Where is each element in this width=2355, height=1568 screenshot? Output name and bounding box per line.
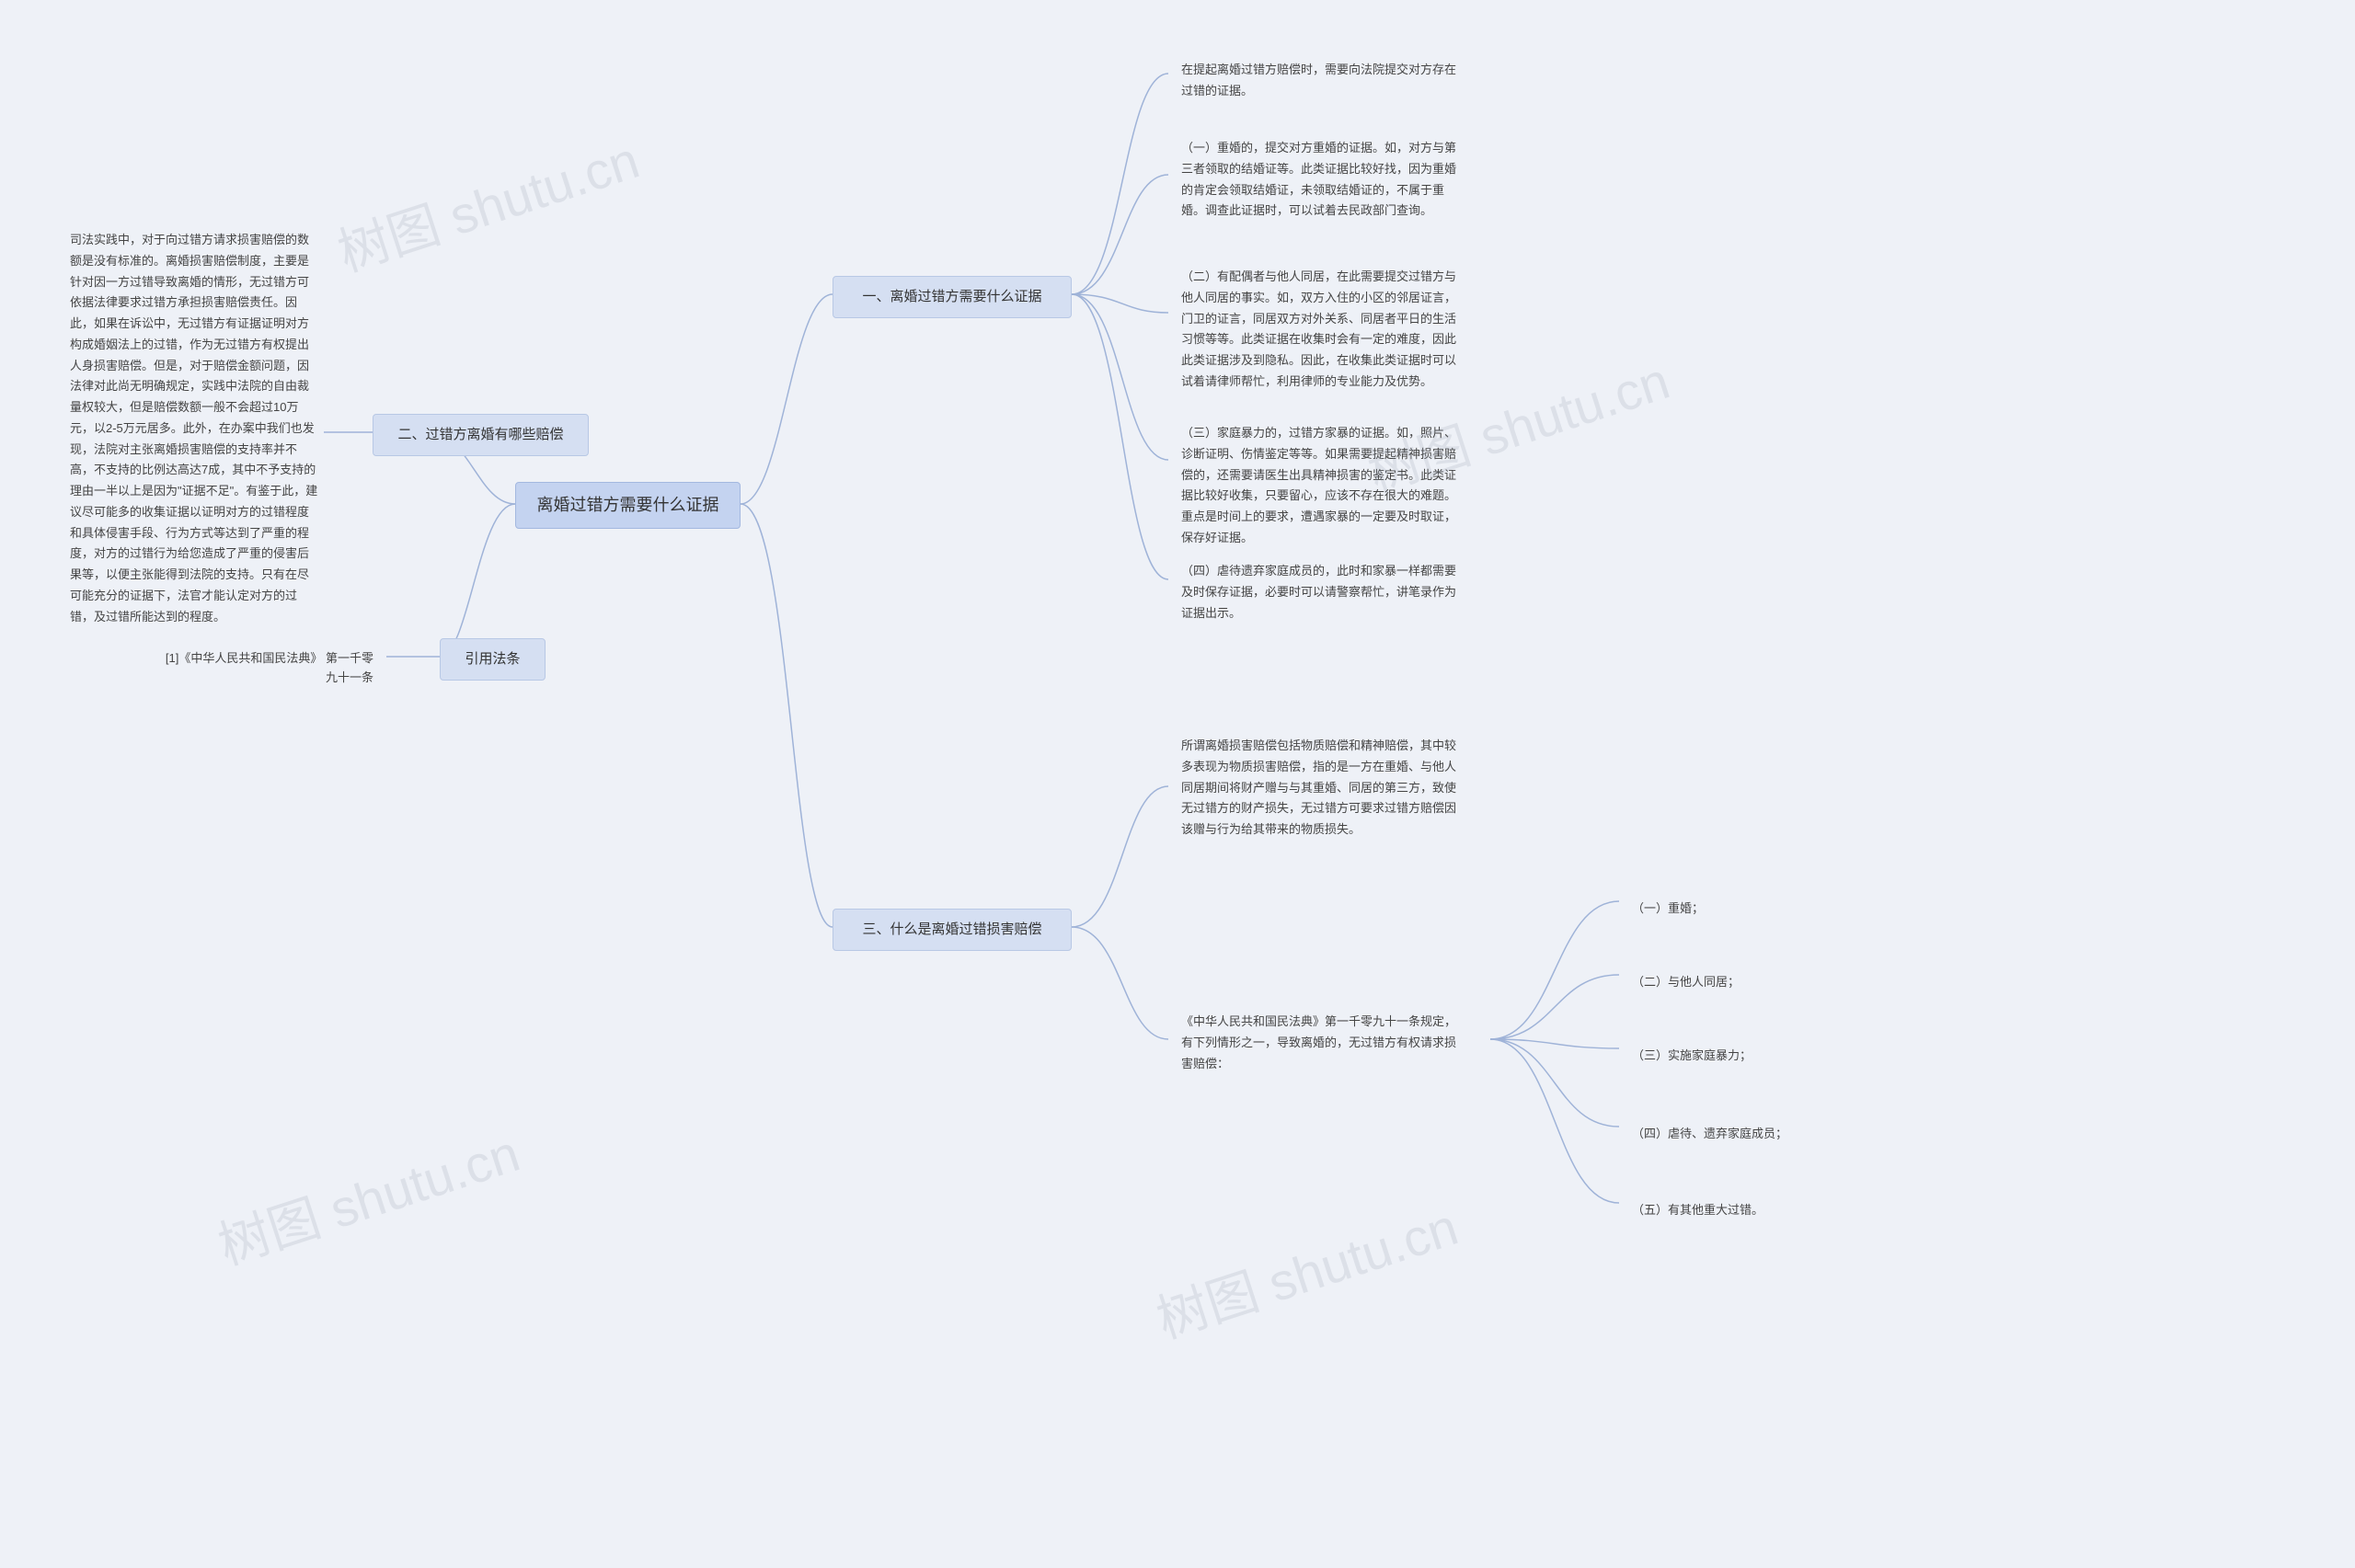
- watermark: 树图 shutu.cn: [327, 120, 648, 287]
- branch-four-leaf-a: 所谓离婚损害赔偿包括物质赔偿和精神赔偿，其中较多表现为物质损害赔偿，指的是一方在…: [1168, 727, 1472, 850]
- branch-two[interactable]: 二、过错方离婚有哪些赔偿: [373, 414, 589, 456]
- branch-one-leaf-4: （四）虐待遗弃家庭成员的，此时和家暴一样都需要及时保存证据，必要时可以请警察帮忙…: [1168, 552, 1472, 633]
- watermark: 树图 shutu.cn: [1146, 1186, 1466, 1354]
- branch-four-item-3: （四）虐待、遗弃家庭成员；: [1619, 1116, 1821, 1153]
- branch-one-leaf-1: （一）重婚的，提交对方重婚的证据。如，对方与第三者领取的结婚证等。此类证据比较好…: [1168, 129, 1472, 231]
- branch-four-item-0: （一）重婚；: [1619, 890, 1803, 928]
- branch-four-item-1: （二）与他人同居；: [1619, 964, 1803, 1001]
- branch-three[interactable]: 引用法条: [440, 638, 546, 681]
- branch-one-leaf-3: （三）家庭暴力的，过错方家暴的证据。如，照片、诊断证明、伤情鉴定等等。如果需要提…: [1168, 414, 1472, 558]
- branch-one[interactable]: 一、离婚过错方需要什么证据: [833, 276, 1072, 318]
- branch-four-item-4: （五）有其他重大过错。: [1619, 1192, 1821, 1230]
- branch-two-leaf: 司法实践中，对于向过错方请求损害赔偿的数额是没有标准的。离婚损害赔偿制度，主要是…: [57, 221, 333, 636]
- watermark: 树图 shutu.cn: [208, 1113, 528, 1280]
- branch-one-leaf-0: 在提起离婚过错方赔偿时，需要向法院提交对方存在过错的证据。: [1168, 51, 1472, 111]
- branch-four-leaf-b-intro: 《中华人民共和国民法典》第一千零九十一条规定，有下列情形之一，导致离婚的，无过错…: [1168, 1002, 1472, 1083]
- branch-three-leaf: [1]《中华人民共和国民法典》 第一千零九十一条: [147, 640, 386, 697]
- branch-one-leaf-2: （二）有配偶者与他人同居，在此需要提交过错方与他人同居的事实。如，双方入住的小区…: [1168, 258, 1472, 402]
- branch-four[interactable]: 三、什么是离婚过错损害赔偿: [833, 909, 1072, 951]
- branch-four-item-2: （三）实施家庭暴力；: [1619, 1037, 1803, 1075]
- root-node[interactable]: 离婚过错方需要什么证据: [515, 482, 741, 529]
